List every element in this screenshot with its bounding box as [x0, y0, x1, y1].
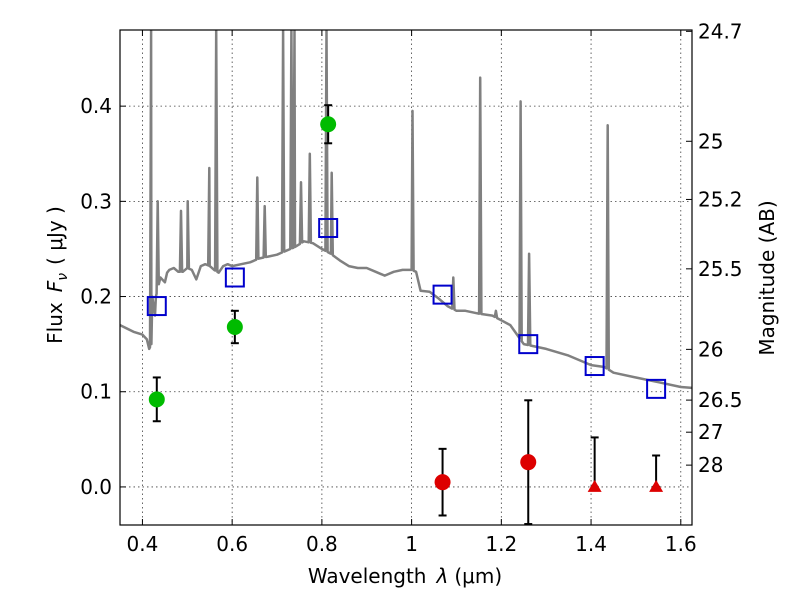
data-markers	[146, 104, 667, 526]
x-axis-label: Wavelength λ (μm)	[308, 564, 502, 588]
nondetection-point	[520, 454, 537, 471]
model-photometry-square	[318, 218, 339, 238]
y2-tick-label: 28	[698, 453, 723, 477]
upper-limit-triangle	[587, 479, 602, 492]
y2-tick-label: 26.5	[698, 388, 743, 412]
x-tick-label: 1.4	[575, 532, 607, 556]
y2-tick-label: 26	[698, 337, 723, 361]
model-spectrum	[120, 30, 692, 390]
y2-tick-label: 25.2	[698, 187, 743, 211]
detection-point	[226, 319, 243, 335]
y-tick-label: 0.2	[80, 285, 112, 309]
model-photometry-square	[584, 356, 605, 377]
x-tick-label: 0.6	[216, 532, 248, 556]
ticks: 0.4 0.6 0.8 1 1.2 1.4 1.6 0.0 0.1 0.2 0.3 0.4 24.7 25…	[80, 19, 742, 556]
detection-point	[148, 391, 165, 408]
nondetection-point	[434, 474, 451, 491]
y2-tick-label: 25.5	[698, 257, 743, 281]
x-tick-label: 1.6	[665, 532, 697, 556]
model-photometry-square	[224, 267, 245, 288]
x-tick-label: 0.4	[127, 532, 159, 556]
y-tick-label: 0.1	[80, 380, 112, 404]
model-photometry-square	[146, 296, 167, 317]
y2-tick-label: 27	[698, 420, 723, 444]
y-tick-label: 0.0	[80, 475, 112, 499]
y-axis-label: Flux Fν ( μJy )	[43, 206, 71, 344]
spectrum-line	[120, 30, 692, 390]
y2-axis-label: Magnitude (AB)	[755, 200, 779, 355]
x-axis-label-symbol: λ	[436, 564, 449, 588]
x-tick-label: 1.2	[485, 532, 517, 556]
model-photometry-square	[432, 284, 453, 305]
y-axis-label-text: Flux	[43, 302, 67, 344]
x-axis-label-text: Wavelength	[308, 564, 427, 588]
y-axis-label-unit: ( μJy )	[43, 206, 67, 265]
plot-frame	[119, 29, 693, 526]
x-tick-label: 1	[405, 532, 418, 556]
y-axis-label-symbol: F	[43, 280, 67, 292]
y2-tick-label: 25	[698, 129, 723, 153]
upper-limit-triangle	[649, 479, 664, 492]
x-tick-label: 0.8	[306, 532, 338, 556]
detection-point	[320, 116, 337, 133]
model-photometry-square	[646, 378, 667, 399]
y-axis-label-subscript: ν	[55, 273, 71, 281]
y2-tick-label: 24.7	[698, 19, 743, 43]
y-tick-label: 0.4	[80, 94, 112, 118]
model-photometry-square	[518, 334, 539, 355]
x-axis-label-unit: (μm)	[454, 564, 502, 588]
y-tick-label: 0.3	[80, 189, 112, 213]
